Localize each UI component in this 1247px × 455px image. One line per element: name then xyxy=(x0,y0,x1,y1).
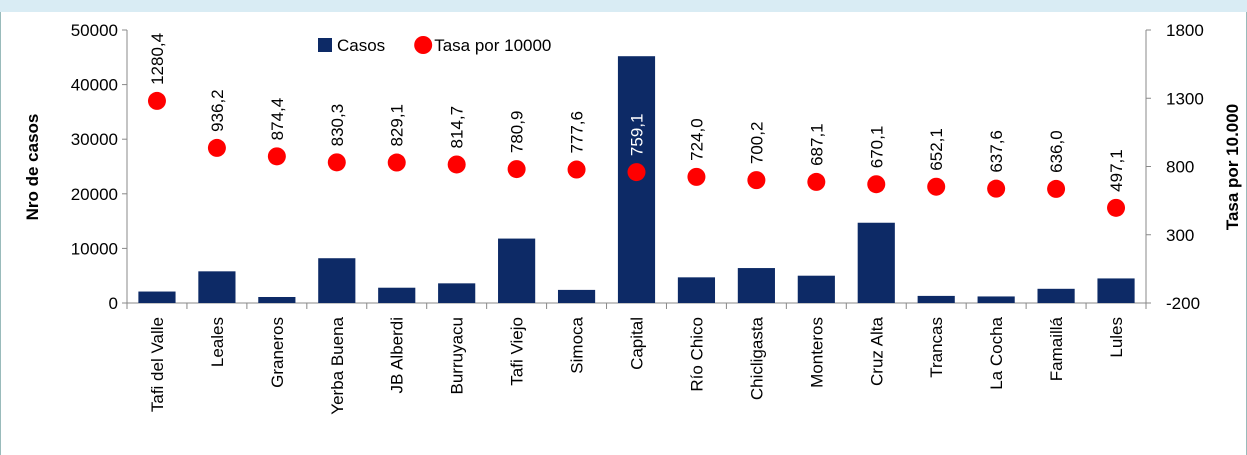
x-tick-label: Capital xyxy=(628,317,647,370)
y2-tick-label: 1800 xyxy=(1166,21,1204,40)
y-tick-label: 20000 xyxy=(71,185,118,204)
x-tick-label: Cruz Alta xyxy=(867,316,886,386)
y-tick-label: 40000 xyxy=(71,76,118,95)
bar xyxy=(917,295,955,303)
dot xyxy=(387,153,406,172)
legend-label: Tasa por 10000 xyxy=(434,36,551,55)
bar xyxy=(677,277,716,303)
dot xyxy=(807,172,826,191)
bar xyxy=(1037,288,1075,303)
data-label: 687,1 xyxy=(807,123,826,166)
bar xyxy=(557,289,596,303)
dot xyxy=(987,179,1006,198)
data-label: 777,6 xyxy=(568,111,587,154)
x-tick-label: Río Chico xyxy=(687,317,706,392)
bar xyxy=(797,275,835,303)
data-label: 874,4 xyxy=(268,98,287,141)
y2-tick-label: 1300 xyxy=(1166,89,1204,108)
x-tick-label: Simoca xyxy=(568,316,587,373)
y-axis-title: Nro de casos xyxy=(23,114,42,221)
bar xyxy=(498,238,536,303)
x-tick-label: Trancas xyxy=(927,317,946,378)
dot xyxy=(627,163,646,182)
legend-swatch xyxy=(414,36,433,54)
bar xyxy=(198,271,236,303)
x-tick-label: Graneros xyxy=(268,317,287,388)
y-tick-label: 30000 xyxy=(71,130,118,149)
bar xyxy=(977,296,1015,303)
x-tick-label: Burruyacu xyxy=(448,317,467,394)
y-tick-label: 0 xyxy=(109,294,118,313)
legend-swatch xyxy=(318,38,332,52)
dot xyxy=(327,153,346,172)
data-label: 637,6 xyxy=(987,130,1006,173)
data-label: 780,9 xyxy=(508,111,527,154)
data-label: 830,3 xyxy=(328,104,347,147)
bar xyxy=(1097,278,1135,303)
data-label: 670,1 xyxy=(867,126,886,169)
data-label: 759,1 xyxy=(628,114,647,157)
bar xyxy=(138,291,176,303)
dot xyxy=(747,171,766,190)
y-tick-label: 50000 xyxy=(71,21,118,40)
dot xyxy=(1107,198,1126,217)
data-label: 936,2 xyxy=(208,89,227,132)
dot xyxy=(267,147,286,166)
x-tick-label: Leales xyxy=(208,317,227,367)
dot xyxy=(687,167,706,186)
y-tick-label: 10000 xyxy=(71,239,118,258)
bar xyxy=(438,283,476,303)
x-tick-label: JB Alberdi xyxy=(388,317,407,394)
dot xyxy=(207,138,226,157)
data-label: 700,2 xyxy=(747,122,766,165)
x-tick-label: Lules xyxy=(1107,317,1126,358)
data-label: 814,7 xyxy=(448,106,467,149)
dot xyxy=(1047,179,1066,198)
data-label: 1280,4 xyxy=(148,33,167,85)
x-tick-label: Chicligasta xyxy=(747,316,766,400)
dot xyxy=(507,160,526,179)
x-tick-label: Yerba Buena xyxy=(328,316,347,414)
bar xyxy=(737,268,775,303)
legend-label: Casos xyxy=(337,36,385,55)
x-tick-label: La Cocha xyxy=(987,316,1006,389)
bar xyxy=(258,296,296,303)
y2-tick-label: 800 xyxy=(1166,158,1194,177)
data-label: 724,0 xyxy=(687,118,706,161)
x-tick-label: Tafi del Valle xyxy=(148,317,167,412)
dot xyxy=(867,175,886,194)
x-tick-label: Monteros xyxy=(807,317,826,388)
dot xyxy=(567,160,586,179)
bar xyxy=(318,258,356,303)
dot xyxy=(927,177,946,196)
data-label: 636,0 xyxy=(1047,130,1066,173)
dot xyxy=(447,155,466,174)
data-label: 497,1 xyxy=(1107,149,1126,192)
y2-tick-label: 300 xyxy=(1166,226,1194,245)
data-label: 829,1 xyxy=(388,104,407,147)
x-tick-label: Tafi Viejo xyxy=(508,317,527,386)
bar xyxy=(857,222,895,303)
x-tick-label: Famaillá xyxy=(1047,316,1066,381)
dot xyxy=(147,91,166,110)
y2-tick-label: -200 xyxy=(1166,294,1200,313)
data-label: 652,1 xyxy=(927,128,946,171)
bar xyxy=(378,287,416,303)
y2-axis-title: Tasa por 10.000 xyxy=(1223,104,1242,230)
